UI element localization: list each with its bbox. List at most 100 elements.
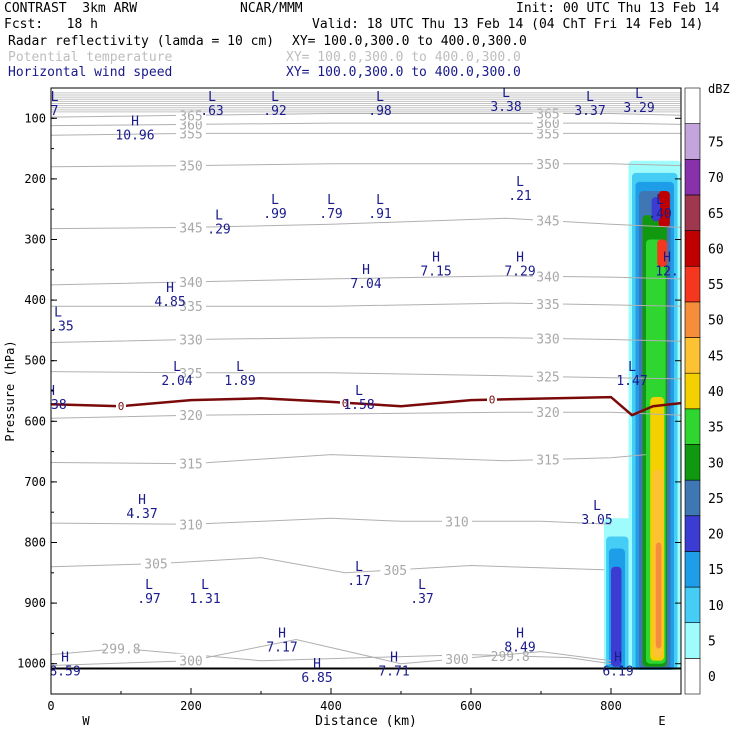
zero-label: 0 (489, 394, 496, 407)
y-tick-label: 1000 (17, 657, 46, 671)
theta-contour (51, 517, 612, 525)
reflectivity-cell (655, 542, 662, 649)
theta-label: 345 (179, 221, 202, 236)
theta-label: 335 (536, 298, 559, 313)
wind-extremum-value: 1.47 (616, 374, 647, 389)
colorbar-swatch (684, 479, 701, 517)
theta-label: 350 (536, 158, 559, 173)
colorbar-label: 30 (708, 456, 724, 471)
init-time: Init: 00 UTC Thu 13 Feb 14 (516, 1, 720, 16)
theta-label: 360 (536, 117, 559, 132)
wind-extremum-marker: L (145, 578, 153, 593)
y-axis-label: Pressure (hPa) (3, 340, 17, 441)
wind-extremum-value: 10.96 (115, 128, 154, 143)
wind-extremum-marker: L (208, 90, 216, 105)
colorbar-swatch (684, 230, 701, 267)
wind-extremum-value: 4.85 (154, 295, 185, 310)
theta-contour (51, 275, 681, 286)
wind-extremum-value: 8.49 (504, 640, 535, 655)
wind-extremum-value: 1.31 (189, 592, 220, 607)
colorbar-swatch (684, 622, 701, 659)
wind-extremum-value: .79 (319, 207, 342, 222)
theta-label-bg (442, 514, 472, 528)
zero-contour: 0 0 0 (51, 393, 681, 417)
colorbar-label: 65 (708, 207, 724, 222)
theta-label: 355 (179, 127, 202, 142)
colorbar-swatch (684, 586, 701, 624)
colorbar-label: 55 (708, 278, 724, 293)
wind-extremum-marker: L (271, 193, 279, 208)
wind-extremum-value: 7.71 (378, 665, 409, 680)
y-tick-label: 600 (24, 414, 46, 428)
wind-extremum-value: 12. (655, 265, 678, 280)
wind-extremum-marker: L (173, 360, 181, 375)
field-reflectivity-name: Radar reflectivity (lamda = 10 cm) (8, 34, 275, 49)
theta-label-bg (495, 648, 526, 662)
theta-label-bg (141, 556, 171, 570)
colorbar-unit: dBZ (708, 82, 730, 96)
wind-extremum-marker: L (516, 175, 524, 190)
theta-label: 305 (384, 564, 407, 579)
colorbar-label: 40 (708, 385, 724, 400)
wind-extrema-labels: L7L.63L.92L.98L3.38L3.37L3.29H10.96L.29L… (49, 88, 679, 686)
colorbar-label: 15 (708, 563, 724, 578)
organization-label: NCAR/MMM (240, 1, 303, 16)
colorbar-swatch (684, 301, 701, 338)
colorbar-label: 45 (708, 349, 724, 364)
x-tick-label: 400 (320, 699, 342, 713)
zero-label: 0 (342, 397, 349, 410)
theta-contour (51, 411, 681, 419)
theta-label-bg (533, 126, 563, 140)
theta-label-bg (533, 369, 563, 383)
theta-label: 335 (179, 300, 202, 315)
colorbar-swatch (684, 87, 701, 124)
theta-label: 300 (445, 653, 468, 668)
wind-extremum-marker: L (418, 578, 426, 593)
theta-label-bg (176, 220, 206, 234)
x-tick-label: 0 (47, 699, 54, 713)
wind-extremum-value: 3.29 (623, 101, 654, 116)
theta-label: 360 (179, 118, 202, 133)
colorbar-swatch (684, 158, 701, 196)
reflectivity-cell (657, 239, 667, 267)
wind-extremum-marker: H (313, 657, 321, 672)
wind-extremum-marker: H (61, 651, 69, 666)
wind-extremum-value: .21 (508, 189, 531, 204)
field-theta-name: Potential temperature (8, 50, 173, 65)
theta-label-bg (176, 456, 206, 470)
west-label: W (82, 714, 90, 728)
colorbar-swatch (684, 444, 701, 481)
wind-extremum-marker: L (628, 360, 636, 375)
theta-label-bg (533, 405, 563, 419)
wind-extremum-marker: L (327, 193, 335, 208)
theta-label-bg (176, 332, 206, 346)
wind-extremum-marker: L (271, 90, 279, 105)
reflectivity-shading (604, 160, 681, 670)
theta-label-bg (176, 408, 206, 422)
wind-extremum-marker: L (215, 208, 223, 223)
wind-extremum-marker: H (516, 251, 524, 266)
wind-extremum-value: .29 (207, 222, 230, 237)
theta-label-bg (442, 651, 472, 665)
wind-extremum-marker: L (586, 90, 594, 105)
theta-contour (51, 163, 681, 168)
y-tick-label: 800 (24, 536, 46, 550)
model-title: CONTRAST 3km ARW (4, 1, 138, 16)
theta-label: 330 (179, 333, 202, 348)
wind-extremum-value: 7.15 (420, 265, 451, 280)
colorbar-label: 0 (708, 670, 716, 685)
wind-extremum-marker: H (278, 626, 286, 641)
wind-extremum-value: .63 (200, 104, 223, 119)
field-theta-xy: XY= 100.0,300.0 to 400.0,300.0 (286, 50, 521, 65)
y-tick-label: 100 (24, 111, 46, 125)
wind-extremum-marker: H (614, 651, 622, 666)
wind-extremum-value: 6.85 (301, 671, 332, 686)
colorbar-label: 35 (708, 421, 724, 436)
east-label: E (658, 714, 665, 728)
wind-extremum-marker: L (376, 193, 384, 208)
y-tick-label: 300 (24, 233, 46, 247)
wind-extremum-value: 7.17 (266, 640, 297, 655)
wind-extremum-value: 8.59 (49, 665, 80, 680)
theta-label: 365 (536, 107, 559, 122)
